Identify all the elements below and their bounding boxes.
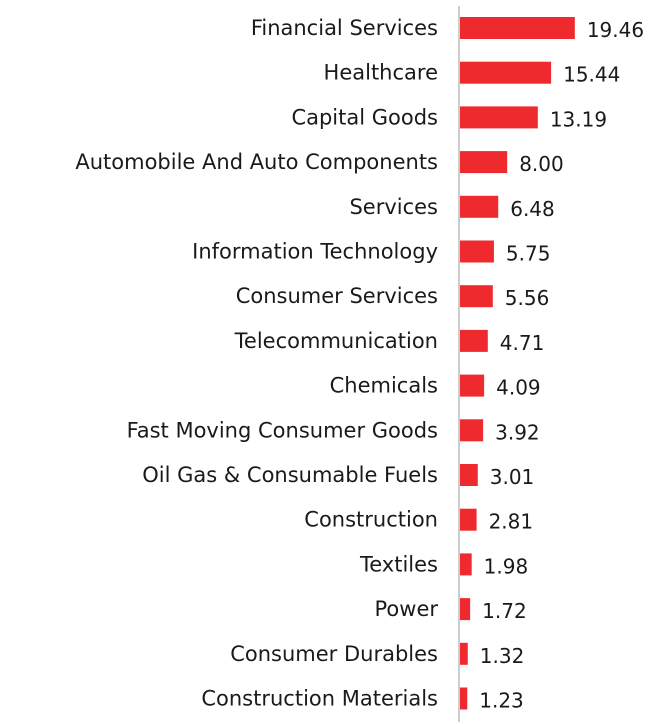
bar-row: Capital Goods 13.19: [291, 105, 607, 131]
bar: [460, 687, 468, 710]
value-label: 6.48: [510, 197, 555, 221]
bar-row: Telecommunication 4.71: [234, 329, 545, 355]
bar: [460, 642, 468, 665]
bar: [460, 240, 494, 263]
value-label: 3.92: [495, 420, 540, 444]
value-label: 4.09: [496, 376, 541, 400]
category-label: Consumer Durables: [230, 642, 438, 666]
bar-row: Power 1.72: [375, 597, 527, 623]
value-label: 1.98: [484, 554, 529, 578]
value-label: 1.72: [482, 599, 527, 623]
bar: [460, 374, 485, 397]
category-label: Automobile And Auto Components: [75, 150, 438, 174]
bar: [460, 598, 471, 621]
category-label: Telecommunication: [234, 329, 438, 353]
bar-row: Financial Services 19.46: [251, 16, 644, 42]
value-label: 3.01: [490, 465, 535, 489]
bar: [460, 553, 472, 576]
bar: [460, 329, 488, 352]
bar-row: Construction 2.81: [304, 508, 533, 534]
category-label: Chemicals: [330, 374, 438, 398]
bar-row: Information Technology 5.75: [192, 240, 550, 266]
bars-layer: Financial Services 19.46 Healthcare 15.44 Ca…: [75, 16, 644, 713]
category-label: Oil Gas & Consumable Fuels: [142, 463, 438, 487]
value-label: 5.56: [505, 286, 550, 310]
category-label: Information Technology: [192, 240, 438, 264]
bar-row: Fast Moving Consumer Goods 3.92: [127, 418, 540, 444]
value-label: 1.23: [479, 689, 524, 713]
bar-row: Consumer Durables 1.32: [230, 642, 524, 668]
bar-row: Textiles 1.98: [359, 552, 528, 578]
category-label: Capital Goods: [291, 105, 438, 129]
category-label: Construction Materials: [201, 687, 438, 711]
value-label: 13.19: [550, 107, 607, 131]
category-label: Power: [375, 597, 439, 621]
bar: [460, 17, 575, 39]
bar: [460, 106, 538, 129]
bar: [460, 419, 484, 442]
bar-row: Oil Gas & Consumable Fuels 3.01: [142, 463, 534, 489]
bar: [460, 285, 493, 308]
category-label: Healthcare: [324, 61, 438, 85]
value-label: 8.00: [519, 152, 564, 176]
bar: [460, 464, 478, 486]
bar-row: Construction Materials 1.23: [201, 687, 523, 713]
value-label: 2.81: [489, 510, 534, 534]
bar: [460, 508, 477, 531]
value-label: 1.32: [480, 644, 525, 668]
value-label: 5.75: [506, 242, 551, 266]
bar: [460, 61, 552, 84]
bar-row: Automobile And Auto Components 8.00: [75, 150, 563, 176]
bar-row: Chemicals 4.09: [330, 374, 541, 400]
category-label: Fast Moving Consumer Goods: [127, 418, 438, 442]
bar-row: Consumer Services 5.56: [236, 284, 550, 310]
category-label: Services: [349, 195, 438, 219]
value-label: 4.71: [500, 331, 545, 355]
value-label: 19.46: [587, 18, 644, 42]
value-label: 15.44: [563, 63, 620, 87]
category-label: Financial Services: [251, 16, 438, 40]
bar-row: Healthcare 15.44: [324, 61, 621, 87]
bar: [460, 151, 508, 174]
category-label: Consumer Services: [236, 284, 438, 308]
category-label: Textiles: [359, 552, 438, 576]
category-label: Construction: [304, 508, 438, 532]
bar-row: Services 6.48: [349, 195, 554, 221]
bar: [460, 195, 499, 218]
